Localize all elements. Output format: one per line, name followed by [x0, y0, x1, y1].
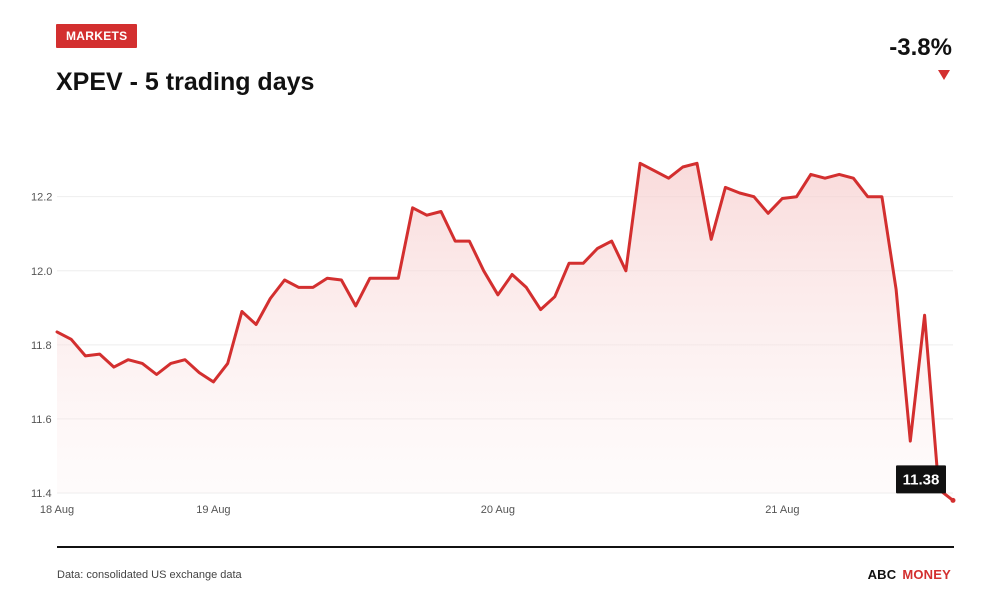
- data-point: [511, 273, 514, 276]
- data-point: [809, 173, 812, 176]
- data-point: [269, 297, 272, 300]
- data-point: [297, 286, 300, 289]
- data-point: [141, 362, 144, 365]
- data-point: [340, 279, 343, 282]
- data-point: [70, 338, 73, 341]
- data-point: [112, 366, 115, 369]
- data-point: [454, 240, 457, 243]
- data-point: [824, 177, 827, 180]
- data-point: [866, 195, 869, 198]
- x-tick-label: 18 Aug: [40, 504, 74, 516]
- data-point: [255, 323, 258, 326]
- last-point-marker: [950, 497, 956, 503]
- markets-badge: MARKETS: [56, 24, 138, 48]
- data-point: [596, 247, 599, 250]
- data-point: [539, 308, 542, 311]
- data-point: [496, 293, 499, 296]
- y-tick-label: 12.0: [31, 266, 52, 278]
- data-point: [852, 177, 855, 180]
- x-tick-label: 19 Aug: [196, 504, 230, 516]
- footer-divider: [57, 546, 954, 548]
- data-point: [283, 279, 286, 282]
- data-point: [610, 240, 613, 243]
- data-point: [84, 354, 87, 357]
- data-point: [639, 162, 642, 165]
- last-value-label: 11.38: [903, 471, 940, 488]
- data-point: [226, 362, 229, 365]
- x-tick-label: 20 Aug: [481, 504, 515, 516]
- data-point: [895, 288, 898, 291]
- data-point: [98, 353, 101, 356]
- data-point: [312, 286, 315, 289]
- data-point: [681, 166, 684, 169]
- y-tick-label: 11.8: [31, 340, 52, 352]
- data-point: [198, 371, 201, 374]
- data-point: [425, 214, 428, 217]
- data-point: [624, 269, 627, 272]
- data-point: [781, 197, 784, 200]
- price-change: -3.8%: [889, 34, 952, 61]
- data-point: [880, 195, 883, 198]
- data-point: [767, 212, 770, 215]
- data-point: [795, 195, 798, 198]
- last-value-box: [896, 465, 946, 494]
- data-point: [411, 206, 414, 209]
- data-point: [56, 330, 59, 333]
- data-point: [169, 362, 172, 365]
- series-line: [55, 161, 955, 502]
- data-point: [653, 169, 656, 172]
- data-point: [127, 358, 130, 361]
- data-point: [568, 262, 571, 265]
- data-point: [397, 277, 400, 280]
- data-point: [383, 277, 386, 280]
- data-point: [838, 173, 841, 176]
- data-point: [909, 440, 912, 443]
- down-arrow-icon: [938, 70, 950, 80]
- data-point: [155, 373, 158, 376]
- data-point: [326, 277, 329, 280]
- price-chart: 11.4 11.6 11.8 12.0 12.2 18 Aug 19 Aug 20 Aug 21…: [31, 161, 956, 516]
- data-point: [667, 177, 670, 180]
- data-point: [582, 262, 585, 265]
- data-point: [923, 314, 926, 317]
- y-tick-label: 11.6: [31, 414, 52, 426]
- y-tick-label: 11.4: [31, 488, 52, 500]
- data-point: [553, 295, 556, 298]
- brand-logo: ABC MONEY: [868, 567, 951, 582]
- x-tick-label: 21 Aug: [765, 504, 799, 516]
- data-point: [696, 162, 699, 165]
- data-source: Data: consolidated US exchange data: [57, 569, 242, 581]
- data-point: [525, 286, 528, 289]
- data-point: [212, 380, 215, 383]
- data-point: [368, 277, 371, 280]
- data-point: [738, 191, 741, 194]
- data-point: [240, 310, 243, 313]
- data-point: [468, 240, 471, 243]
- chart-title: XPEV - 5 trading days: [56, 68, 315, 96]
- brand-money: MONEY: [902, 567, 951, 582]
- data-point: [724, 186, 727, 189]
- data-point: [440, 210, 443, 213]
- data-point: [710, 238, 713, 241]
- brand-abc: ABC: [867, 567, 897, 582]
- data-point: [354, 304, 357, 307]
- y-tick-label: 12.2: [31, 192, 52, 204]
- data-point: [184, 358, 187, 361]
- data-point: [482, 269, 485, 272]
- data-point: [752, 195, 755, 198]
- series-area: [57, 163, 953, 501]
